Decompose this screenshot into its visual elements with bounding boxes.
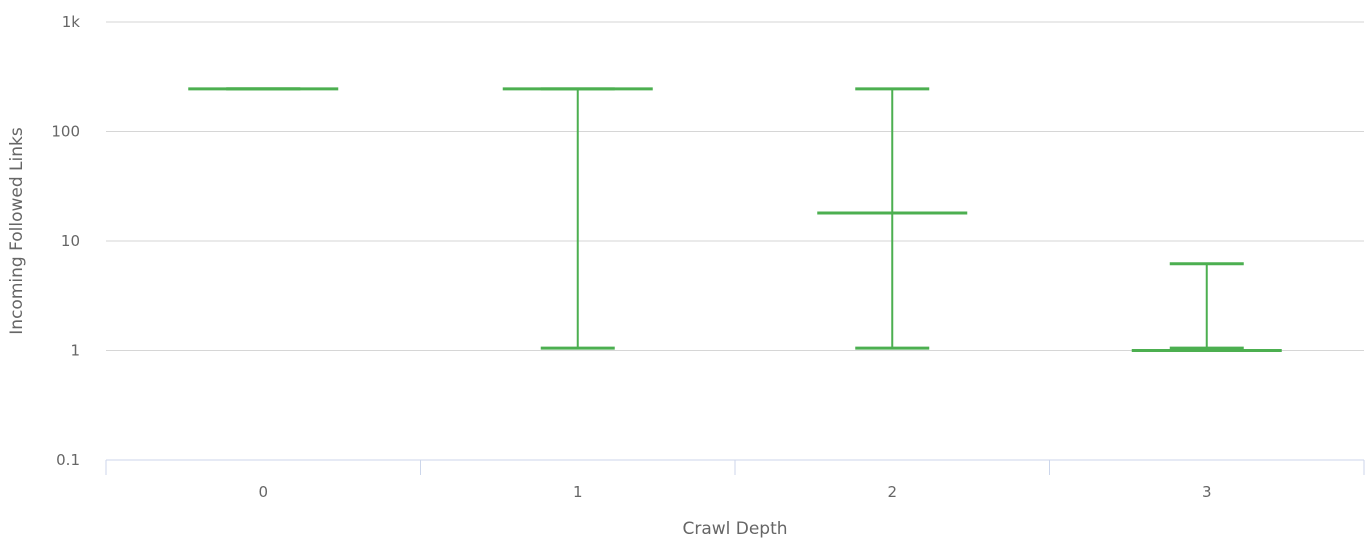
- y-tick-label: 10: [61, 232, 80, 250]
- box-series: [188, 87, 1282, 352]
- box-item-3: [1131, 262, 1282, 352]
- y-gridlines: [106, 21, 1364, 351]
- x-axis: 0 1 2 3: [105, 459, 1365, 501]
- y-tick-label: 1: [70, 342, 80, 360]
- x-axis-title: Crawl Depth: [682, 519, 787, 539]
- x-tick-label: 3: [1202, 483, 1212, 501]
- x-tick-label: 0: [258, 483, 268, 501]
- box-item-2: [817, 87, 968, 350]
- y-axis-title: Incoming Followed Links: [7, 127, 27, 335]
- x-tick-label: 1: [573, 483, 583, 501]
- y-tick-label: 100: [51, 123, 80, 141]
- y-axis-tick-labels: 0.1 1 10 100 1k: [51, 13, 80, 469]
- box-item-1: [502, 87, 653, 350]
- y-tick-label: 0.1: [56, 451, 80, 469]
- x-tick-label: 2: [887, 483, 897, 501]
- y-tick-label: 1k: [62, 13, 81, 31]
